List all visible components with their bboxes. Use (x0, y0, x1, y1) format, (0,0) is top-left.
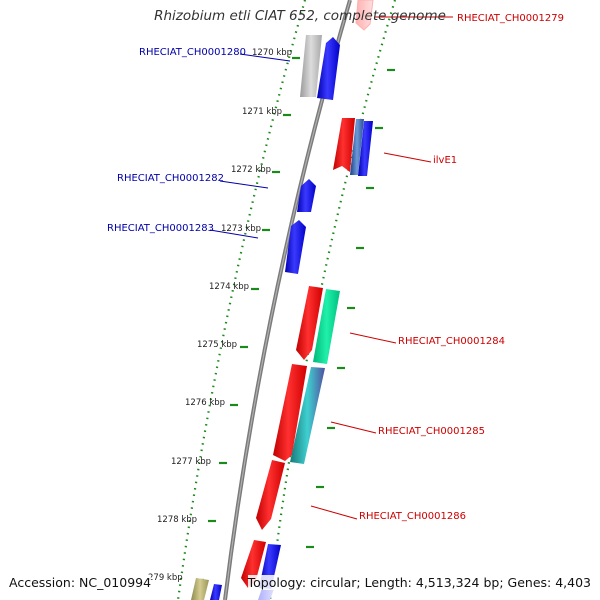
tick-label: 1275 kbp (197, 340, 237, 350)
label-RHECIAT_CH0001280[interactable]: RHECIAT_CH0001280 (139, 47, 246, 58)
gene-RHECIAT_CH0001279[interactable] (355, 0, 374, 31)
gene-blue-small[interactable] (210, 584, 222, 600)
gene-RHECIAT_CH0001282[interactable] (297, 179, 316, 212)
tick-label: 1278 kbp (157, 515, 197, 525)
gene-ilvE1-red[interactable] (333, 118, 355, 172)
topology-text: Topology: circular; Length: 4,513,324 bp… (247, 575, 591, 590)
gene-ilvE1-blue[interactable] (358, 121, 373, 176)
tick-labels: 1270 kbp 1271 kbp 1272 kbp 1273 kbp 1274… (148, 48, 292, 583)
tick-label: 1276 kbp (185, 398, 225, 408)
tick-label: 1272 kbp (231, 165, 271, 175)
gene-red-bottom[interactable] (241, 540, 266, 588)
gene-RHECIAT_CH0001285[interactable] (290, 367, 325, 464)
gene-red-1284a[interactable] (296, 286, 323, 360)
gene-ilvE1-steel[interactable] (350, 119, 364, 175)
gene-lavender-bottom[interactable] (258, 588, 274, 600)
gene-labels: RHECIAT_CH0001280 RHECIAT_CH0001282 RHEC… (107, 13, 564, 522)
gene-olive[interactable] (191, 578, 209, 600)
tick-label: 1274 kbp (209, 282, 249, 292)
label-RHECIAT_CH0001284[interactable]: RHECIAT_CH0001284 (398, 336, 505, 347)
label-RHECIAT_CH0001283[interactable]: RHECIAT_CH0001283 (107, 223, 214, 234)
leader-lines (209, 16, 453, 520)
inner-tick-line (176, 0, 307, 600)
label-RHECIAT_CH0001279[interactable]: RHECIAT_CH0001279 (457, 13, 564, 24)
gene-RHECIAT_CH0001283[interactable] (285, 220, 306, 274)
gene-RHECIAT_CH0001286[interactable] (256, 460, 285, 530)
label-ilvE1[interactable]: ilvE1 (433, 155, 457, 166)
gene-RHECIAT_CH0001284[interactable] (313, 289, 340, 364)
label-RHECIAT_CH0001285[interactable]: RHECIAT_CH0001285 (378, 426, 485, 437)
gene-features (191, 0, 374, 600)
label-RHECIAT_CH0001282[interactable]: RHECIAT_CH0001282 (117, 173, 224, 184)
gene-RHECIAT_CH0001280[interactable] (317, 37, 340, 100)
accession-text: Accession: NC_010994 (9, 575, 152, 590)
tick-label: 1273 kbp (221, 224, 261, 234)
tick-label: 1277 kbp (171, 457, 211, 467)
gene-grey-1[interactable] (300, 35, 322, 97)
tick-label: 1270 kbp (252, 48, 292, 58)
gene-red-1285[interactable] (273, 364, 307, 461)
label-RHECIAT_CH0001286[interactable]: RHECIAT_CH0001286 (359, 511, 466, 522)
tick-label: 279 kbp (148, 573, 183, 583)
tick-label: 1271 kbp (242, 107, 282, 117)
